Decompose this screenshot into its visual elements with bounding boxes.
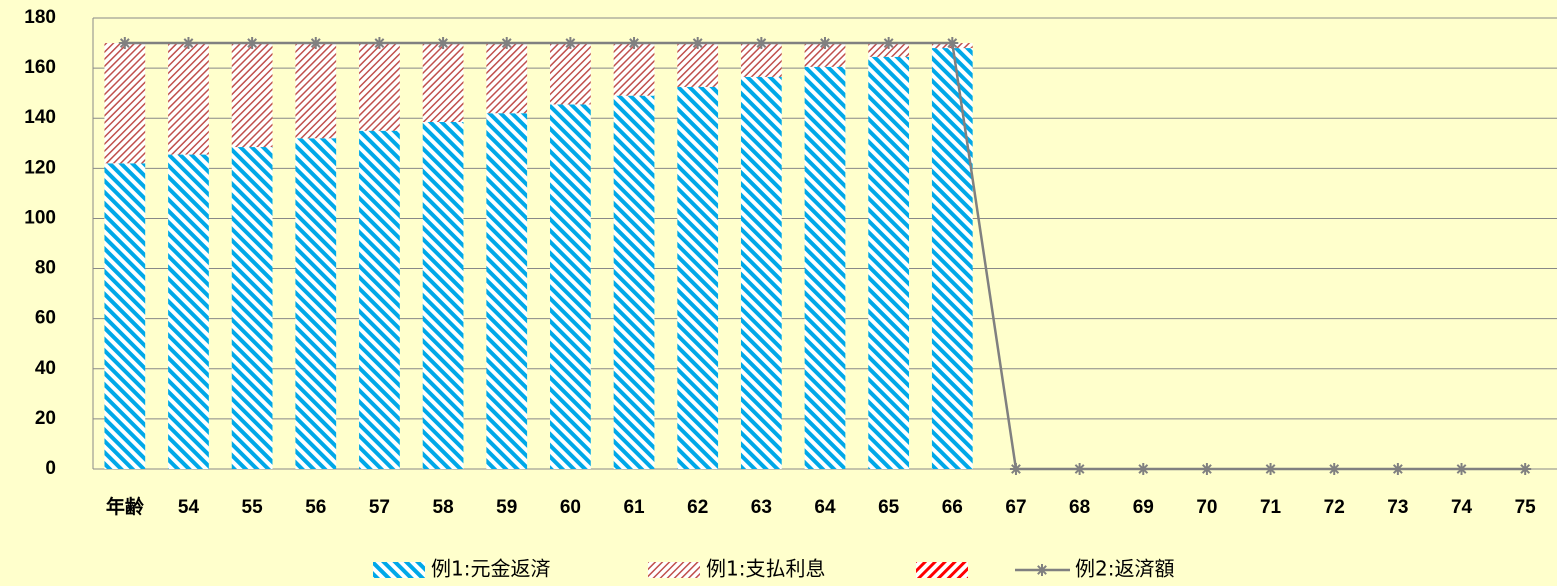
legend-label: 例2:返済額 (1075, 557, 1174, 581)
marker (118, 37, 131, 50)
legend-marker (1036, 564, 1048, 576)
marker (1009, 463, 1022, 475)
x-tick-label: 74 (1451, 497, 1473, 518)
y-tick-label: 140 (24, 107, 56, 128)
x-tick-label: 63 (751, 497, 772, 518)
y-tick-label: 60 (35, 308, 56, 329)
x-tick-label: 55 (242, 497, 264, 518)
bar (613, 95, 655, 469)
marker (1519, 463, 1532, 475)
x-tick-label: 62 (687, 497, 708, 518)
x-tick-label: 72 (1324, 497, 1345, 518)
marker (1200, 463, 1213, 475)
y-tick-label: 160 (24, 57, 56, 78)
y-tick-label: 120 (24, 157, 56, 178)
x-tick-label: 年齢 (106, 495, 145, 518)
y-tick-label: 40 (35, 358, 56, 379)
marker (882, 37, 895, 50)
marker (564, 37, 577, 50)
marker (1073, 463, 1086, 475)
x-tick-label: 57 (369, 497, 390, 518)
y-tick-label: 0 (45, 458, 56, 479)
x-tick-label: 54 (178, 497, 200, 518)
bar (295, 43, 337, 139)
bar (550, 104, 591, 470)
x-tick-label: 75 (1515, 497, 1537, 518)
x-tick-label: 70 (1196, 497, 1217, 518)
marker (500, 37, 513, 50)
marker (691, 37, 704, 50)
x-tick-label: 60 (560, 497, 581, 518)
y-tick-label: 20 (35, 408, 56, 429)
x-tick-label: 73 (1387, 497, 1408, 518)
marker (1137, 463, 1150, 475)
y-tick-label: 100 (24, 207, 56, 228)
x-tick-label: 61 (623, 497, 645, 518)
legend-swatch (648, 562, 700, 578)
bar (104, 163, 146, 470)
marker (373, 37, 386, 50)
bar (931, 48, 973, 470)
bar (359, 130, 400, 469)
marker (755, 37, 768, 50)
legend-label: 例1:元金返済 (431, 557, 550, 581)
bar (104, 43, 146, 164)
marker (309, 37, 322, 50)
bar (422, 43, 464, 122)
marker (946, 37, 959, 50)
bar (804, 66, 846, 469)
bar (804, 43, 846, 67)
bar (740, 76, 782, 469)
x-tick-label: 67 (1005, 497, 1026, 518)
x-tick-label: 69 (1133, 497, 1154, 518)
marker (1328, 463, 1341, 475)
x-tick-label: 68 (1069, 497, 1090, 518)
bar (168, 43, 209, 155)
bar (868, 56, 910, 469)
bar (486, 113, 528, 469)
bar (231, 147, 273, 469)
x-tick-label: 64 (814, 497, 836, 518)
bar (231, 43, 273, 148)
marker (437, 37, 450, 50)
x-tick-label: 56 (305, 497, 326, 518)
legend-label: 例1:支払利息 (706, 557, 825, 581)
bar (868, 43, 910, 57)
bar (613, 43, 655, 96)
bar (295, 138, 337, 469)
x-tick-label: 65 (878, 497, 900, 518)
bar (677, 43, 719, 87)
marker (182, 37, 195, 50)
x-tick-label: 71 (1260, 497, 1282, 518)
bar (486, 43, 528, 114)
x-tick-label: 66 (942, 497, 963, 518)
marker (819, 37, 831, 50)
bar (168, 154, 209, 469)
y-tick-label: 180 (24, 7, 56, 28)
bar (422, 121, 464, 469)
bar (677, 86, 719, 470)
marker (1264, 463, 1277, 475)
marker (628, 37, 641, 50)
bar (550, 43, 591, 105)
x-tick-label: 58 (433, 497, 454, 518)
legend-swatch (916, 562, 968, 578)
y-tick-label: 80 (35, 258, 56, 279)
x-tick-label: 59 (496, 497, 517, 518)
marker (246, 37, 259, 50)
marker (1455, 463, 1468, 475)
bar (359, 43, 400, 131)
legend-swatch (373, 562, 425, 578)
marker (1391, 463, 1404, 475)
